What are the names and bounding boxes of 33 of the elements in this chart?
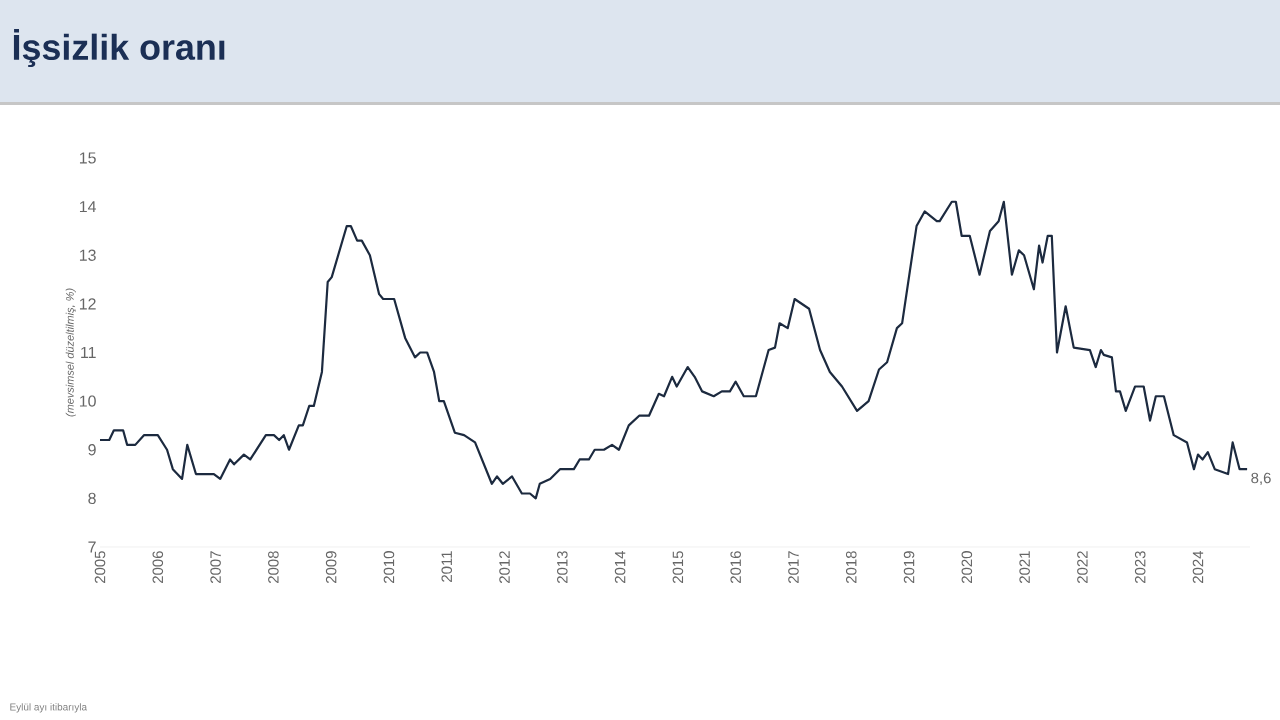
y-tick-label: 7: [88, 541, 96, 553]
y-tick-label: 12: [79, 298, 96, 310]
chart-title: İşsizlik oranı: [13, 28, 225, 68]
x-tick-label: 2014: [614, 550, 626, 583]
x-tick-label: 2020: [961, 551, 973, 583]
x-tick-label: 2017: [788, 551, 799, 583]
y-tick-label: 8: [88, 492, 96, 504]
x-tick-label: 2010: [383, 551, 395, 583]
x-tick-label: 2022: [1077, 551, 1088, 583]
y-tick-label: 11: [81, 347, 96, 358]
x-tick-label: 2007: [210, 551, 221, 583]
annotation: 8,6: [1251, 472, 1271, 486]
x-tick-label: 2005: [94, 551, 106, 583]
x-tick-label: 2021: [1019, 551, 1030, 583]
x-tick-label: 2023: [1134, 551, 1146, 583]
text: Eylül ayı itibarıyla: [10, 703, 88, 713]
y-tick-label: 14: [79, 201, 97, 213]
y-tick-label: 9: [88, 444, 96, 456]
y-tick-label: 15: [79, 152, 96, 164]
x-tick-label: 2019: [903, 551, 915, 583]
x-tick-label: 2011: [441, 551, 453, 582]
y-tick-label: 10: [79, 395, 96, 407]
x-tick-label: 2015: [672, 551, 684, 583]
y-axis-title: (mevsimsel düzeltilmiş, %): [65, 288, 76, 417]
x-tick-label: 2009: [325, 551, 337, 583]
y-tick-label: 13: [79, 249, 96, 261]
x-tick-label: 2012: [499, 551, 510, 583]
x-tick-label: 2018: [845, 551, 857, 583]
x-tick-label: 2013: [557, 551, 568, 583]
x-tick-label: 2008: [268, 551, 279, 583]
x-tick-label: 2016: [730, 551, 741, 583]
x-tick-label: 2024: [1192, 550, 1204, 583]
x-tick-label: 2006: [152, 551, 164, 583]
